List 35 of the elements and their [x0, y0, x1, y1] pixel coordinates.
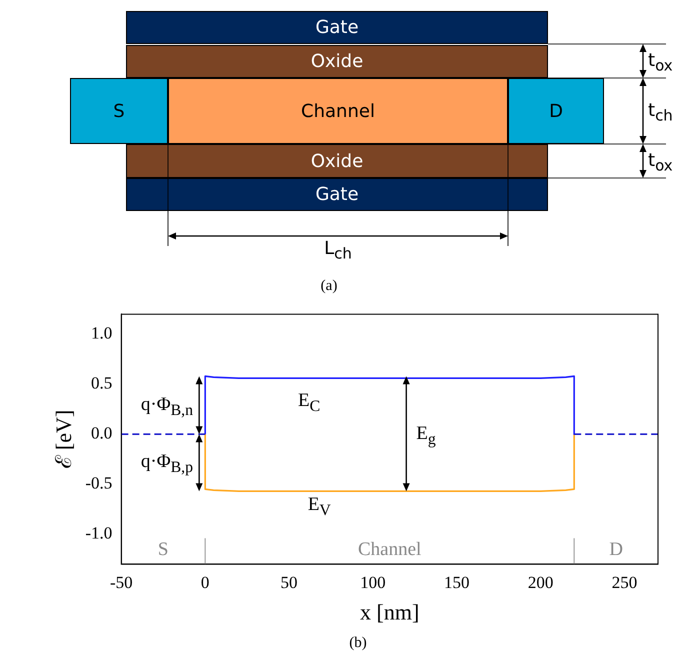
- x-tick-label: 0: [200, 572, 210, 592]
- y-tick-label: 0.5: [91, 374, 112, 393]
- y-tick-label: 1.0: [91, 324, 112, 343]
- text: (a): [320, 278, 338, 295]
- x-tick-label: 50: [280, 572, 298, 592]
- annotation: Channel: [358, 538, 422, 562]
- annotation: q·Φ$_{B,p}$: [140, 450, 194, 478]
- x-tick-label: 100: [360, 572, 386, 592]
- annotation: E$_{C}$: [298, 389, 320, 417]
- text: L$_{ch}$: [323, 238, 353, 263]
- text: (b): [348, 635, 368, 652]
- y-tick-label: -0.5: [85, 474, 112, 493]
- text: Gate: [315, 184, 359, 205]
- text: D: [549, 100, 563, 122]
- text: t$_{ox}$: [648, 49, 673, 77]
- text: t$_{ox}$: [648, 149, 673, 177]
- x-tick-label: 200: [528, 572, 554, 592]
- annotation: S: [158, 538, 168, 562]
- y-tick-label: -1.0: [85, 524, 112, 543]
- annotation: E$_{V}$: [308, 493, 331, 521]
- annotation: D: [609, 538, 623, 562]
- text: Oxide: [310, 150, 364, 172]
- annotation: q·Φ$_{B,n}$: [140, 393, 194, 421]
- x-tick-label: 150: [444, 572, 470, 592]
- annotation: E$_{g}$: [416, 422, 436, 450]
- text: Oxide: [310, 51, 364, 72]
- x-tick-label: -50: [110, 572, 133, 592]
- text: Channel: [301, 100, 375, 122]
- y-tick-label: 0.0: [91, 424, 112, 443]
- y-axis-title: ℰ [eV]: [50, 410, 76, 469]
- x-tick-label: 250: [612, 572, 638, 592]
- text: t$_{ch}$: [648, 99, 673, 127]
- text: Gate: [315, 17, 359, 38]
- text: S: [113, 100, 125, 122]
- x-axis-title: x [nm]: [360, 600, 420, 625]
